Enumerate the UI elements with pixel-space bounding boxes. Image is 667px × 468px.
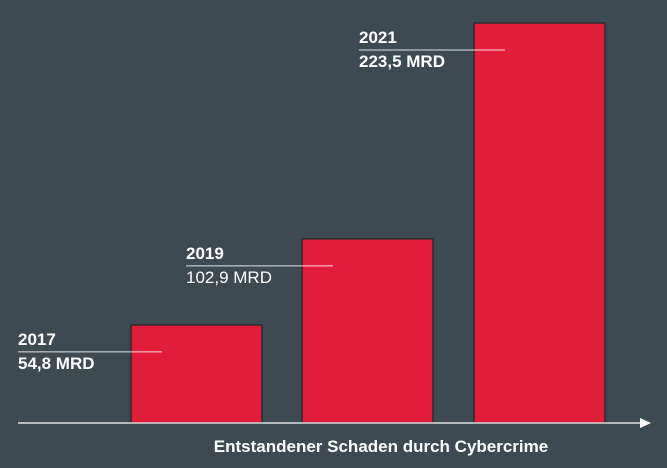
data-label-2021: 223,5 MRD (359, 52, 445, 71)
category-label-2017: 2017 (18, 330, 56, 349)
bar-2017 (130, 324, 263, 424)
bar-2021 (473, 22, 606, 424)
category-label-2021: 2021 (359, 28, 397, 47)
category-label-2019: 2019 (186, 244, 224, 263)
data-label-2019: 102,9 MRD (186, 268, 272, 287)
bar-2019 (301, 238, 434, 424)
x-axis-title: Entstandener Schaden durch Cybercrime (214, 437, 548, 456)
labels-group: 2017 54,8 MRD 2019 102,9 MRD 2021 223,5 MRD (18, 28, 505, 373)
data-label-2017: 54,8 MRD (18, 354, 95, 373)
x-axis-arrow-icon (640, 418, 651, 428)
bars-group (130, 22, 606, 424)
